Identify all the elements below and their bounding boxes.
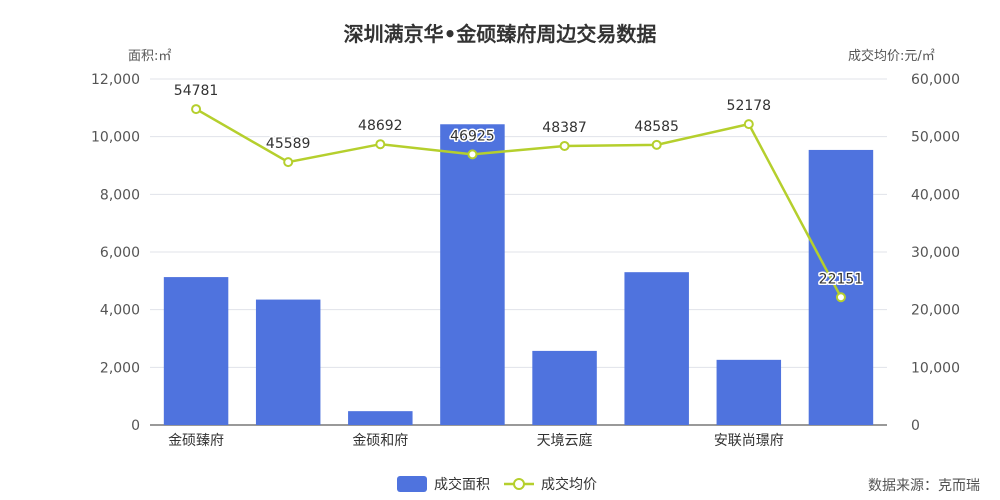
price-point <box>467 149 478 160</box>
price-point <box>375 139 386 150</box>
left-tick-label: 12,000 <box>91 72 140 88</box>
bar <box>440 124 505 425</box>
bar <box>716 359 782 425</box>
left-tick-label: 0 <box>131 418 140 434</box>
legend-line-label: 成交均价 <box>541 476 597 493</box>
legend-bar-label: 成交面积 <box>434 476 490 493</box>
price-point <box>743 119 754 130</box>
price-data-label: 46925 <box>450 128 495 144</box>
price-data-label: 54781 <box>174 83 219 99</box>
bar <box>808 149 874 425</box>
category-label: 安联尚璟府 <box>714 433 784 449</box>
price-point <box>835 292 846 303</box>
legend-bar-swatch <box>397 476 427 492</box>
left-tick-label: 4,000 <box>100 303 140 319</box>
left-tick-label: 10,000 <box>91 130 140 146</box>
right-tick-label: 10,000 <box>911 360 960 376</box>
right-axis-name: 成交均价:元/㎡ <box>848 49 935 64</box>
left-tick-label: 8,000 <box>100 187 140 203</box>
legend-line-marker <box>513 478 525 490</box>
right-tick-label: 0 <box>911 418 920 434</box>
price-line <box>195 108 843 298</box>
price-point <box>651 139 662 150</box>
right-tick-label: 30,000 <box>911 245 960 261</box>
price-point <box>559 140 570 151</box>
price-data-label: 45589 <box>266 136 311 152</box>
right-tick-label: 50,000 <box>911 130 960 146</box>
price-data-label: 48387 <box>542 120 587 136</box>
right-tick-label: 20,000 <box>911 303 960 319</box>
category-label: 金硕臻府 <box>168 433 224 449</box>
source-note: 数据来源：克而瑞 <box>868 478 980 494</box>
price-data-label: 48585 <box>634 119 679 135</box>
bar <box>348 411 413 425</box>
left-tick-label: 6,000 <box>100 245 140 261</box>
category-label: 金硕和府 <box>352 433 408 449</box>
category-label: 天境云庭 <box>537 432 593 449</box>
left-tick-label: 2,000 <box>100 360 140 376</box>
price-data-label: 48692 <box>358 118 403 134</box>
bar <box>163 277 229 425</box>
price-data-label: 52178 <box>727 98 772 114</box>
price-data-label: 22151 <box>819 271 864 287</box>
right-tick-label: 40,000 <box>911 187 960 203</box>
bar <box>532 350 597 425</box>
left-axis-name: 面积:㎡ <box>128 49 172 64</box>
price-point <box>191 104 202 115</box>
right-tick-label: 60,000 <box>911 72 960 88</box>
bar <box>255 299 321 425</box>
price-point <box>283 157 294 168</box>
bar <box>624 272 689 425</box>
chart-title: 深圳满京华•金硕臻府周边交易数据 <box>343 22 657 46</box>
